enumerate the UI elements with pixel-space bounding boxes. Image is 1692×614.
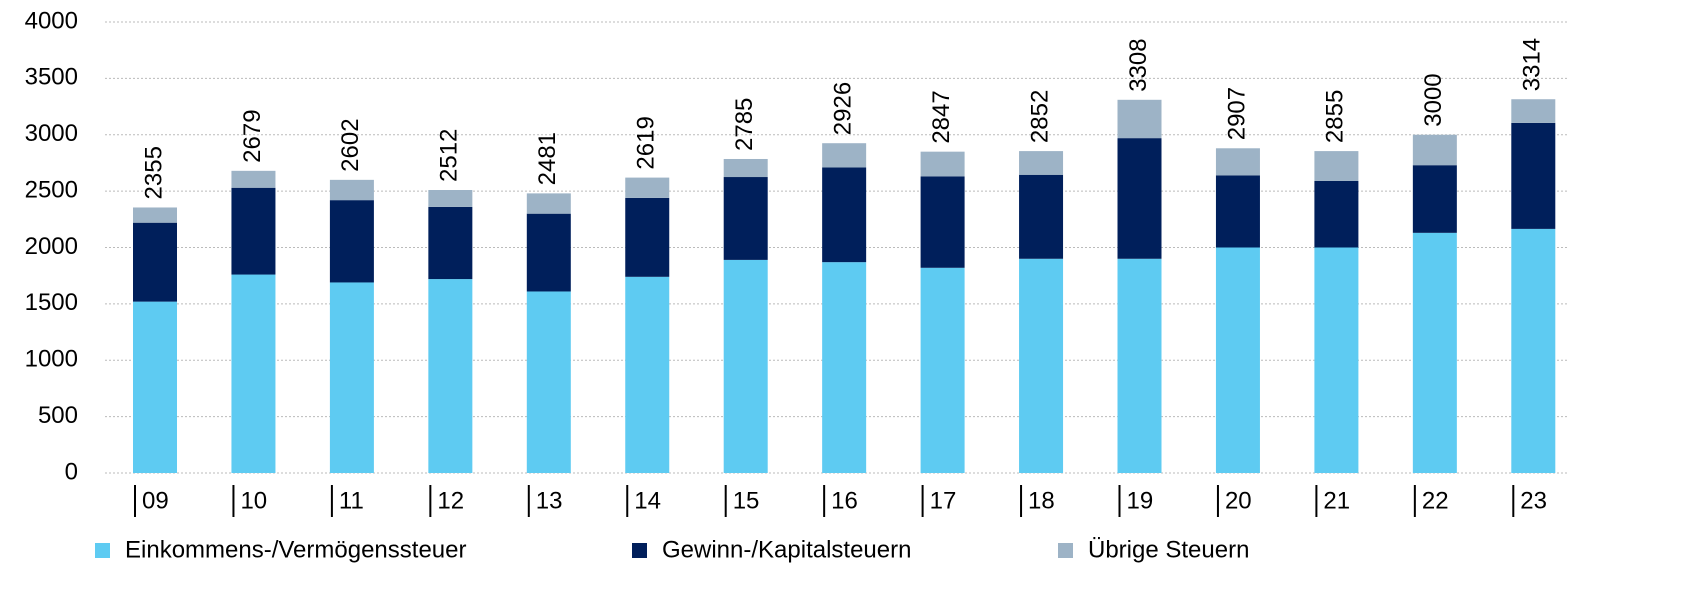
legend-label: Gewinn-/Kapitalsteuern bbox=[662, 536, 911, 563]
bar-segment bbox=[1314, 247, 1359, 473]
y-tick-label: 4000 bbox=[25, 7, 78, 34]
legend-label: Übrige Steuern bbox=[1088, 536, 1249, 563]
total-label: 2785 bbox=[731, 98, 758, 151]
x-tick-label: 12 bbox=[437, 487, 464, 514]
total-label: 3314 bbox=[1519, 38, 1546, 91]
bar-segment bbox=[1314, 151, 1359, 181]
x-tick-label: 09 bbox=[142, 487, 169, 514]
bar-segment bbox=[1215, 247, 1260, 473]
bar-segment bbox=[526, 213, 571, 292]
bar-segment bbox=[1215, 175, 1260, 248]
bar-segment bbox=[822, 262, 867, 473]
bar-segment bbox=[428, 189, 473, 207]
total-label: 2855 bbox=[1322, 90, 1349, 143]
bar-segment bbox=[231, 274, 276, 473]
x-tick-label: 18 bbox=[1028, 487, 1055, 514]
bar-segment bbox=[1412, 165, 1457, 233]
legend-swatch bbox=[95, 543, 110, 558]
x-tick-label: 14 bbox=[634, 487, 661, 514]
bar-segment bbox=[329, 282, 374, 473]
x-tick-label: 10 bbox=[240, 487, 267, 514]
bar-segment bbox=[1412, 232, 1457, 473]
bar-segment bbox=[133, 207, 177, 223]
total-label: 2679 bbox=[239, 109, 266, 162]
bar-segment bbox=[1511, 99, 1556, 123]
y-tick-label: 1500 bbox=[25, 289, 78, 316]
y-tick-label: 3000 bbox=[25, 120, 78, 147]
bar-segment bbox=[526, 193, 571, 214]
bar-segment bbox=[329, 200, 374, 283]
bar-segment bbox=[625, 177, 670, 198]
bar-segment bbox=[920, 267, 965, 473]
total-label: 2619 bbox=[633, 116, 660, 169]
y-tick-label: 3500 bbox=[25, 64, 78, 91]
x-tick-label: 22 bbox=[1422, 487, 1449, 514]
legend-swatch bbox=[632, 543, 647, 558]
bar-segment bbox=[920, 151, 965, 177]
bar-segment bbox=[526, 291, 571, 473]
bar-segment bbox=[625, 276, 670, 473]
bar-segment bbox=[1511, 228, 1556, 473]
x-tick-label: 19 bbox=[1127, 487, 1154, 514]
x-tick-label: 17 bbox=[930, 487, 957, 514]
bar-segment bbox=[428, 206, 473, 280]
bar-segment bbox=[1215, 148, 1260, 176]
total-label: 2481 bbox=[534, 132, 561, 185]
legend-label: Einkommens-/Vermögenssteuer bbox=[125, 536, 466, 563]
legend-swatch bbox=[1058, 543, 1073, 558]
total-label: 2512 bbox=[436, 129, 463, 182]
bar-segment bbox=[723, 259, 768, 473]
total-label: 3000 bbox=[1420, 73, 1447, 126]
bar-segment bbox=[822, 143, 867, 168]
x-tick-label: 20 bbox=[1225, 487, 1252, 514]
x-tick-label: 23 bbox=[1520, 487, 1547, 514]
total-label: 2355 bbox=[140, 146, 167, 199]
bar-segment bbox=[723, 177, 768, 260]
bar-segment bbox=[1117, 258, 1162, 473]
bar-segment bbox=[1019, 174, 1064, 259]
total-label: 2852 bbox=[1026, 90, 1053, 143]
bar-segment bbox=[1117, 99, 1162, 139]
bar-segment bbox=[1314, 180, 1359, 248]
y-tick-label: 500 bbox=[38, 402, 78, 429]
total-label: 2907 bbox=[1223, 87, 1250, 140]
bar-segment bbox=[1019, 151, 1064, 175]
total-label: 2847 bbox=[928, 90, 955, 143]
x-tick-label: 16 bbox=[831, 487, 858, 514]
bar-segment bbox=[428, 279, 473, 473]
x-tick-label: 11 bbox=[339, 487, 364, 514]
x-tick-label: 21 bbox=[1323, 487, 1350, 514]
bar-segment bbox=[1511, 122, 1556, 229]
bar-segment bbox=[822, 167, 867, 263]
bar-segment bbox=[723, 158, 768, 178]
bar-segment bbox=[231, 170, 276, 188]
y-tick-label: 0 bbox=[65, 458, 78, 485]
bar-segment bbox=[1019, 258, 1064, 473]
total-label: 2926 bbox=[829, 82, 856, 135]
x-tick-label: 13 bbox=[536, 487, 563, 514]
bar-segment bbox=[133, 301, 177, 473]
total-label: 3308 bbox=[1125, 38, 1152, 91]
bar-segment bbox=[1412, 134, 1457, 166]
bar-segment bbox=[329, 179, 374, 201]
bar-segment bbox=[920, 176, 965, 268]
total-label: 2602 bbox=[337, 118, 364, 171]
y-tick-label: 2000 bbox=[25, 233, 78, 260]
y-tick-label: 2500 bbox=[25, 176, 78, 203]
bar-segment bbox=[1117, 138, 1162, 259]
bar-segment bbox=[231, 187, 276, 275]
bar-segment bbox=[625, 197, 670, 277]
x-tick-label: 15 bbox=[733, 487, 760, 514]
y-tick-label: 1000 bbox=[25, 346, 78, 373]
bar-segment bbox=[133, 222, 177, 302]
